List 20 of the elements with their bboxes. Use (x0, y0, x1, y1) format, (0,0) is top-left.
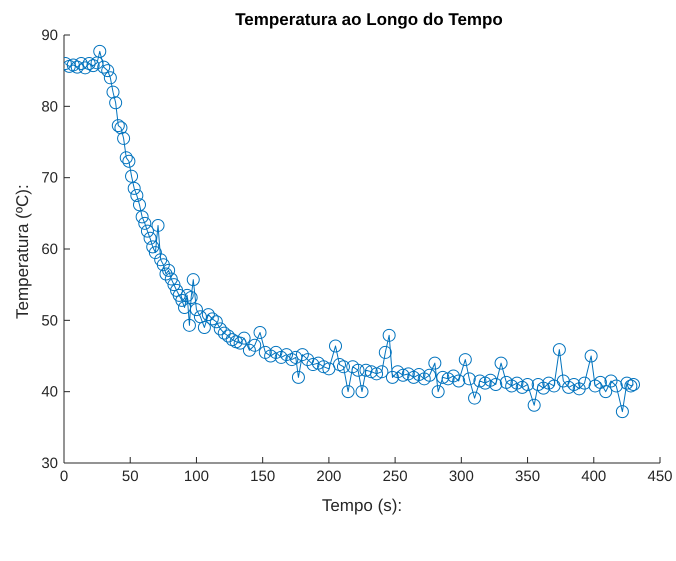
x-tick-label: 50 (122, 468, 139, 485)
x-tick-label: 400 (581, 468, 606, 485)
x-tick-label: 250 (382, 468, 408, 485)
y-tick-label: 80 (41, 98, 58, 116)
y-axis-title: Temperatura (ºC): (13, 184, 32, 319)
chart-title: Temperatura ao Longo do Tempo (234, 10, 504, 30)
y-tick-label: 50 (41, 312, 58, 330)
y-tick-label: 30 (41, 455, 58, 472)
x-tick-label: 150 (250, 468, 276, 485)
x-tick-label: 450 (647, 468, 673, 485)
x-tick-label: 200 (316, 468, 342, 485)
x-tick-label: 100 (184, 468, 209, 485)
x-tick-label: 300 (448, 468, 474, 485)
y-tick-label: 90 (41, 27, 58, 44)
x-tick-label: 350 (515, 468, 540, 485)
x-axis-title: Tempo (s): (322, 496, 402, 515)
y-tick-label: 60 (41, 241, 58, 258)
y-tick-label: 70 (41, 170, 58, 187)
y-tick-label: 40 (41, 384, 58, 401)
x-tick-label: 0 (60, 468, 68, 485)
